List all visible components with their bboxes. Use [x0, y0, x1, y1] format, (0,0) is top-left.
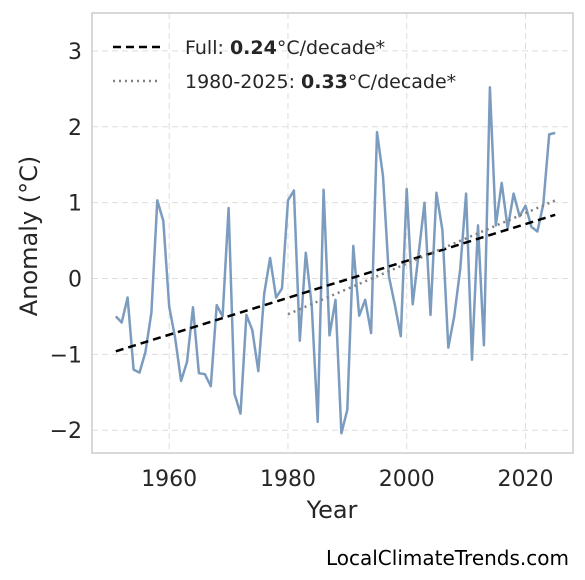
- legend: Full: 0.24°C/decade* 1980-2025: 0.33°C/d…: [113, 37, 456, 93]
- anomaly-series-line: [114, 86, 556, 435]
- y-tick-label: 0: [68, 268, 82, 293]
- recent-trend-line: [287, 199, 556, 316]
- y-tick-label: 2: [68, 116, 82, 141]
- tick-labels: 1960 1980 2000 2020 −2 −1 0 1 2 3: [50, 40, 554, 492]
- y-tick-label: −2: [50, 419, 82, 444]
- x-tick-label: 2020: [497, 467, 553, 492]
- legend-full-suffix: °C/decade*: [277, 37, 385, 59]
- grid: [92, 13, 573, 453]
- legend-recent-suffix: °C/decade*: [348, 71, 456, 93]
- y-tick-label: −1: [50, 343, 82, 368]
- legend-full-label: Full: 0.24°C/decade*: [185, 37, 385, 59]
- y-tick-label: 3: [68, 40, 82, 65]
- plot-frame: [91, 12, 574, 454]
- x-axis-title: Year: [306, 496, 358, 524]
- legend-full-value: 0.24: [230, 37, 277, 59]
- credit-text: LocalClimateTrends.com: [325, 546, 569, 570]
- y-tick-label: 1: [68, 192, 82, 217]
- legend-full-prefix: Full:: [185, 37, 230, 59]
- x-tick-label: 1980: [260, 467, 316, 492]
- legend-recent-label: 1980-2025: 0.33°C/decade*: [185, 71, 456, 93]
- full-trend-line: [115, 213, 556, 353]
- x-tick-label: 1960: [141, 467, 197, 492]
- series-layer: [114, 86, 556, 435]
- y-axis-title: Anomaly (°C): [15, 156, 43, 316]
- legend-recent-value: 0.33: [301, 71, 348, 93]
- x-tick-label: 2000: [379, 467, 435, 492]
- legend-recent-prefix: 1980-2025:: [185, 71, 301, 93]
